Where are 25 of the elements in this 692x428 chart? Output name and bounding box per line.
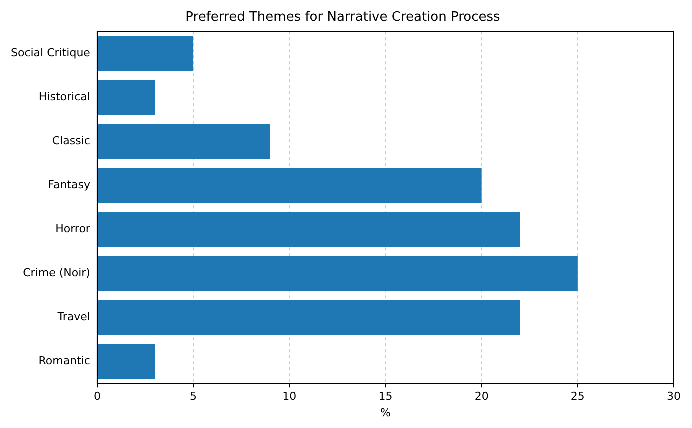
chart-title: Preferred Themes for Narrative Creation Process [186, 10, 501, 26]
x-tick-label: 5 [190, 390, 198, 404]
y-tick-label: Fantasy [48, 178, 91, 192]
bar [98, 168, 482, 204]
bar [98, 256, 578, 292]
bar [98, 300, 520, 336]
y-tick-label: Social Critique [10, 46, 91, 60]
y-tick-label: Historical [38, 90, 90, 104]
x-tick-label: 20 [474, 390, 489, 404]
x-tick-label: 30 [667, 390, 681, 404]
bar [98, 344, 156, 380]
bar [98, 80, 156, 116]
y-tick-label: Horror [56, 222, 91, 236]
y-tick-label: Classic [52, 134, 90, 148]
x-tick-label: 25 [570, 390, 585, 404]
bar [98, 124, 270, 160]
y-tick-label: Travel [56, 310, 90, 324]
y-tick-label: Crime (Noir) [23, 266, 90, 280]
y-tick-label: Romantic [38, 354, 90, 368]
bar [98, 212, 520, 248]
x-tick-label: 10 [282, 390, 297, 404]
x-tick-label: 15 [378, 390, 393, 404]
x-axis-title: % [380, 406, 391, 420]
x-tick-label: 0 [94, 390, 101, 404]
bar [98, 36, 194, 72]
